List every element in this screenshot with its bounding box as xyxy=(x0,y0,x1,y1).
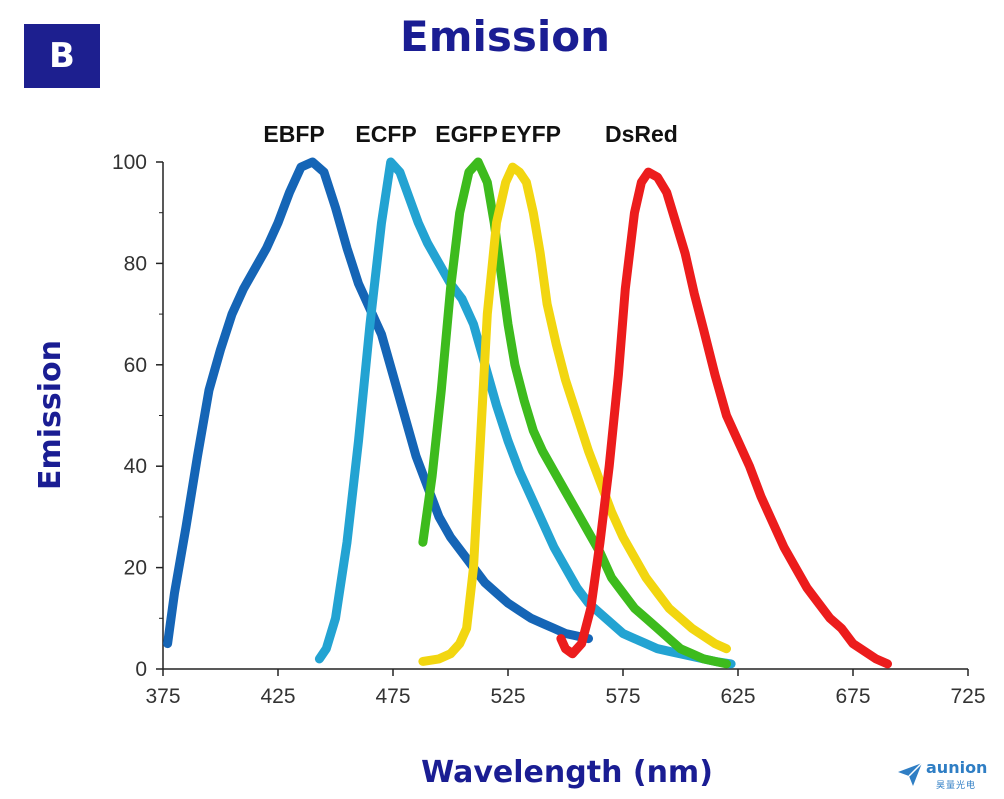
chart-title: Emission xyxy=(400,12,610,61)
x-tick-label: 725 xyxy=(950,685,985,708)
x-tick-label: 375 xyxy=(145,685,180,708)
x-tick-label: 425 xyxy=(260,685,295,708)
x-tick-label: 475 xyxy=(375,685,410,708)
x-tick-label: 625 xyxy=(720,685,755,708)
series-label-ebfp: EBFP xyxy=(263,121,324,147)
x-tick-label: 575 xyxy=(605,685,640,708)
series-line-egfp xyxy=(418,157,731,669)
series-line-dsred xyxy=(556,167,892,669)
x-tick-label: 675 xyxy=(835,685,870,708)
y-tick-label: 80 xyxy=(124,252,147,275)
y-tick-label: 40 xyxy=(124,455,147,478)
series-layer xyxy=(163,157,892,669)
brand-watermark: aunion 昊量光电 xyxy=(896,758,1000,794)
series-labels: EBFP ECFP EGFP EYFP DsRed xyxy=(263,121,677,147)
y-tick-label: 60 xyxy=(124,354,147,377)
y-tick-label: 100 xyxy=(112,151,147,174)
series-label-egfp: EGFP xyxy=(435,121,498,147)
paper-plane-icon xyxy=(898,762,923,786)
x-tick-label: 525 xyxy=(490,685,525,708)
y-tick-label: 20 xyxy=(124,557,147,580)
watermark-brand: aunion xyxy=(926,758,988,777)
watermark-subtitle: 昊量光电 xyxy=(936,781,977,791)
series-label-dsred: DsRed xyxy=(605,121,678,147)
series-label-eyfp: EYFP xyxy=(501,121,561,147)
y-axis-ticks: 0 20 40 60 80 100 xyxy=(112,151,163,681)
series-line-ecfp xyxy=(314,157,736,669)
panel-label-badge: B xyxy=(24,24,100,88)
series-line-ebfp xyxy=(163,157,593,649)
y-tick-label: 0 xyxy=(135,658,147,681)
x-axis-label: Wavelength (nm) xyxy=(421,755,713,790)
x-axis-ticks: 375 425 475 525 575 625 675 725 xyxy=(145,669,986,708)
series-line-eyfp xyxy=(418,162,731,666)
series-label-ecfp: ECFP xyxy=(355,121,416,147)
y-axis-label: Emission xyxy=(33,340,68,490)
